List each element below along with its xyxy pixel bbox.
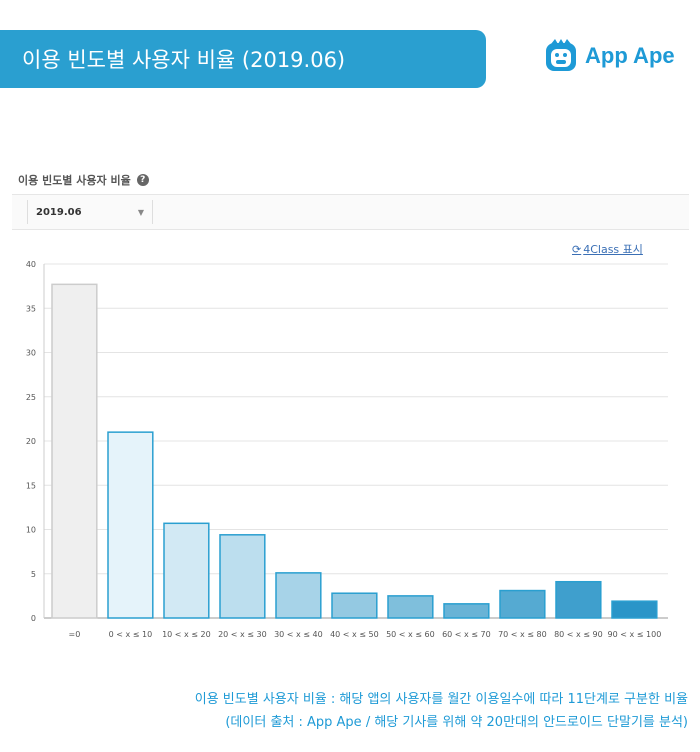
x-tick-label: 50 < x ≤ 60 bbox=[386, 630, 435, 639]
logo-text: App Ape bbox=[585, 43, 675, 68]
ape-face-icon bbox=[546, 39, 576, 71]
help-icon[interactable]: ? bbox=[136, 174, 149, 186]
x-tick-label: 40 < x ≤ 50 bbox=[330, 630, 379, 639]
bar bbox=[51, 283, 98, 619]
caption-line-1: 이용 빈도별 사용자 비율 : 해당 앱의 사용자를 월간 이용일수에 따라 1… bbox=[194, 692, 688, 707]
period-select-value: 2019.06 bbox=[36, 206, 82, 218]
y-tick-label: 40 bbox=[26, 260, 36, 269]
x-tick-label: 60 < x ≤ 70 bbox=[442, 630, 491, 639]
page-title: 이용 빈도별 사용자 비율 (2019.06) bbox=[22, 48, 346, 72]
bar bbox=[163, 522, 210, 619]
four-class-toggle-link[interactable]: ⟳ 4Class 표시 bbox=[572, 241, 643, 257]
bar bbox=[219, 534, 266, 619]
four-class-toggle-label: 4Class 표시 bbox=[583, 243, 643, 256]
usage-frequency-bar-chart: 0 5 10 15 20 25 30 35 40 =0 0 < x ≤ 10 10 < x ≤ 20 2… bbox=[26, 260, 668, 639]
chevron-down-icon: ▼ bbox=[137, 207, 144, 217]
y-tick-label: 35 bbox=[26, 304, 36, 313]
section-title: 이용 빈도별 사용자 비율 bbox=[18, 174, 131, 187]
bar bbox=[331, 592, 378, 619]
bar bbox=[555, 580, 602, 619]
x-tick-label: 80 < x ≤ 90 bbox=[554, 630, 603, 639]
bar bbox=[387, 595, 434, 619]
x-tick-label: 30 < x ≤ 40 bbox=[274, 630, 323, 639]
filter-bar: 2019.06 ▼ bbox=[12, 194, 689, 230]
y-tick-label: 0 bbox=[31, 614, 36, 623]
refresh-icon: ⟳ bbox=[572, 242, 582, 256]
app-ape-logo: App Ape bbox=[543, 38, 675, 74]
y-tick-label: 15 bbox=[26, 481, 36, 490]
chart-caption: 이용 빈도별 사용자 비율 : 해당 앱의 사용자를 월간 이용일수에 따라 1… bbox=[195, 688, 688, 734]
y-tick-label: 5 bbox=[31, 570, 36, 579]
y-tick-label: 10 bbox=[26, 526, 36, 535]
bar bbox=[499, 589, 546, 619]
x-tick-label: =0 bbox=[69, 630, 81, 639]
y-tick-label: 20 bbox=[26, 437, 36, 446]
x-tick-label: 0 < x ≤ 10 bbox=[109, 630, 153, 639]
y-tick-label: 30 bbox=[26, 349, 36, 358]
bar bbox=[443, 603, 490, 619]
x-tick-label: 90 < x ≤ 100 bbox=[608, 630, 662, 639]
y-tick-label: 25 bbox=[26, 393, 36, 402]
title-banner: 이용 빈도별 사용자 비율 (2019.06) bbox=[0, 30, 486, 88]
bar bbox=[275, 572, 322, 619]
chart-section-label: 이용 빈도별 사용자 비율 ? bbox=[18, 172, 149, 188]
bar bbox=[611, 600, 658, 619]
x-tick-label: 20 < x ≤ 30 bbox=[218, 630, 267, 639]
x-tick-label: 70 < x ≤ 80 bbox=[498, 630, 547, 639]
period-select[interactable]: 2019.06 ▼ bbox=[27, 200, 153, 224]
caption-line-2: (데이터 출처 : App Ape / 해당 기사를 위해 약 20만대의 안드… bbox=[225, 715, 688, 730]
bar bbox=[107, 431, 154, 619]
x-tick-label: 10 < x ≤ 20 bbox=[162, 630, 211, 639]
